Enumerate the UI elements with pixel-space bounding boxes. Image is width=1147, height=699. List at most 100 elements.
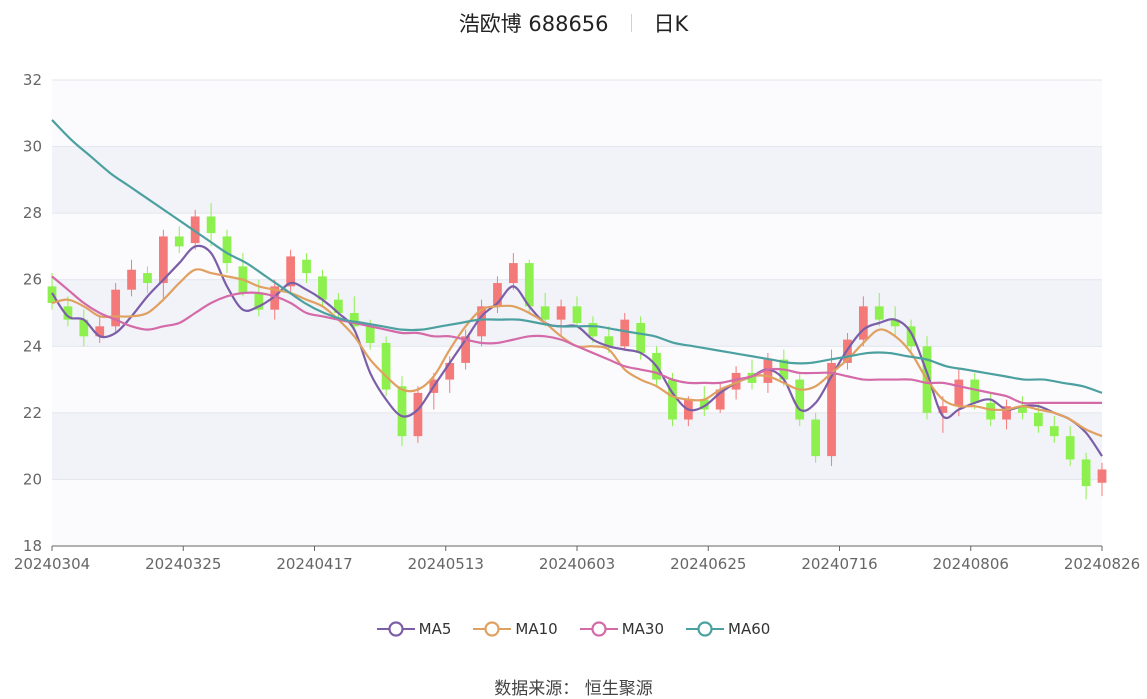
candle [333, 293, 343, 320]
legend-marker-icon [473, 621, 512, 637]
background-bands [52, 80, 1102, 546]
candle [795, 372, 805, 427]
legend-label: MA5 [418, 620, 452, 638]
ma-line-ma30 [51, 275, 1102, 405]
candle [174, 226, 184, 254]
y-tick-label: 28 [23, 204, 42, 222]
candle-body [1002, 406, 1011, 420]
candle-body [986, 402, 996, 420]
candle-body [127, 269, 136, 290]
candle [95, 316, 105, 343]
y-tick-label: 30 [23, 138, 42, 156]
candle [556, 299, 566, 337]
candle-body [222, 236, 232, 264]
period-label: 日K [653, 12, 689, 36]
chart-title-row: 浩欧博 688656 日K [0, 6, 1147, 40]
legend-label: MA30 [621, 620, 665, 638]
candle [890, 306, 900, 337]
y-axis: 18 20 22 24 26 28 30 32 [23, 71, 42, 555]
candlestick-chart: 18 20 22 24 26 28 30 32 20240304 20240325 2024041… [14, 71, 1140, 573]
data-source: 数据来源： 恒生聚源 [0, 674, 1147, 699]
legend-label: MA10 [515, 620, 558, 638]
candle-body [572, 306, 582, 323]
y-tick-label: 26 [23, 271, 42, 289]
candle-body [333, 299, 343, 313]
candle-body [318, 276, 327, 300]
candle-body [874, 306, 884, 320]
legend: MA5 MA10 MA30 MA60 [0, 620, 1147, 638]
candle [79, 309, 89, 347]
candle [1049, 416, 1059, 443]
source-label: 数据来源： [494, 679, 580, 699]
x-tick-label: 20240716 [801, 555, 877, 573]
candle-body [1049, 426, 1059, 437]
grid-band [52, 346, 1102, 413]
candle-body [397, 386, 407, 437]
candle-body [699, 399, 709, 410]
candle [222, 229, 232, 274]
candle-body [508, 263, 518, 284]
legend-item-ma60[interactable]: MA60 [686, 620, 770, 638]
candle [1033, 402, 1043, 433]
candle-body [206, 216, 216, 234]
candle-body [111, 289, 121, 327]
candle-body [63, 306, 73, 320]
candle-body [158, 236, 168, 284]
ma-line-ma60 [51, 119, 1103, 394]
candle-body [524, 263, 534, 307]
candle-body [540, 306, 550, 320]
legend-item-ma30[interactable]: MA30 [579, 620, 665, 638]
candle-body [381, 342, 391, 390]
candle-body [1081, 459, 1091, 487]
grid-band [52, 80, 1102, 147]
x-tick-label: 20240603 [539, 555, 615, 573]
candle [158, 229, 168, 300]
candle-body [938, 406, 948, 413]
candle [397, 376, 407, 447]
candle [906, 319, 916, 353]
candle [477, 299, 486, 347]
candle-body [190, 216, 200, 244]
candle-body [890, 319, 900, 327]
x-tick-label: 20240826 [1064, 555, 1140, 573]
candle [668, 372, 677, 427]
candle [540, 293, 550, 327]
candle [699, 386, 709, 417]
x-tick-label: 20240806 [933, 555, 1009, 573]
y-tick-label: 22 [23, 404, 42, 422]
legend-item-ma10[interactable]: MA10 [473, 620, 558, 638]
y-tick-label: 24 [23, 337, 42, 355]
candle-body [413, 392, 423, 437]
x-tick-label: 20240513 [408, 555, 484, 573]
candle [827, 349, 836, 467]
x-tick-label: 20240625 [670, 555, 746, 573]
candle [381, 336, 391, 397]
candle-body [858, 306, 868, 340]
candle-body [79, 319, 89, 337]
candle-body [95, 326, 105, 337]
legend-marker-icon [686, 621, 725, 637]
legend-marker-icon [376, 621, 415, 637]
candle-body [747, 372, 757, 383]
candle-body [286, 256, 296, 287]
candle [1002, 399, 1011, 430]
x-tick-label: 20240417 [276, 555, 352, 573]
candle [524, 259, 534, 313]
candle-body [270, 286, 280, 310]
grid-band [52, 479, 1102, 546]
candle-body [604, 336, 614, 347]
grid-band [52, 146, 1102, 214]
candle [111, 283, 121, 333]
candle-body [1065, 436, 1075, 460]
candle [63, 296, 73, 327]
title-separator [630, 14, 632, 32]
y-tick-label: 18 [23, 537, 42, 555]
legend-item-ma5[interactable]: MA5 [376, 620, 452, 638]
candle [1081, 452, 1091, 500]
candle-body [636, 322, 646, 353]
candle-body [1018, 406, 1027, 413]
candle [190, 209, 200, 250]
legend-marker-icon [579, 621, 618, 637]
x-tick-label: 20240304 [14, 555, 90, 573]
candle [206, 203, 216, 247]
